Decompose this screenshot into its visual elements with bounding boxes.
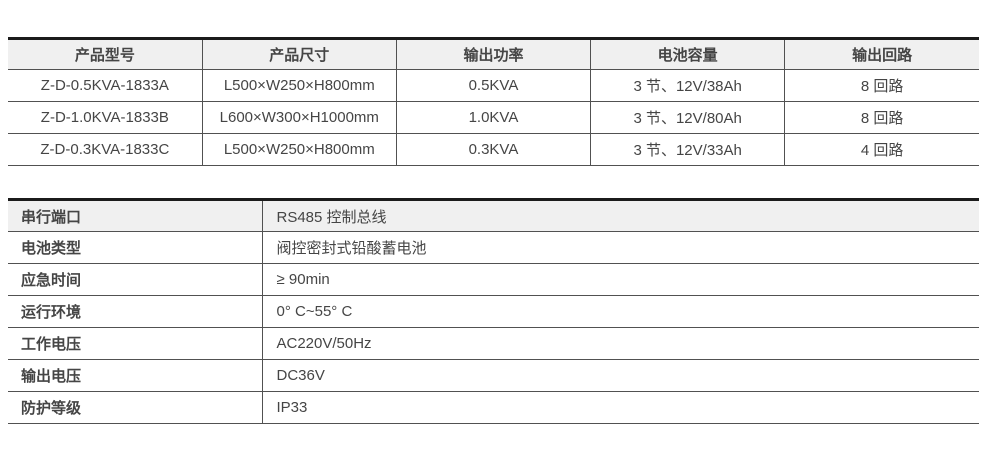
spec-row: 输出电压 DC36V — [8, 359, 979, 392]
spec-label-protection-rating: 防护等级 — [8, 391, 263, 424]
products-table: 产品型号 产品尺寸 输出功率 电池容量 输出回路 Z-D-0.5KVA-1833… — [8, 37, 979, 166]
cell-product-model: Z-D-0.5KVA-1833A — [8, 69, 203, 102]
cell-output-circuits: 8 回路 — [784, 101, 979, 134]
spec-label-operating-env: 运行环境 — [8, 295, 263, 328]
spec-label-battery-type: 电池类型 — [8, 231, 263, 264]
cell-product-size: L500×W250×H800mm — [202, 69, 397, 102]
products-header-row: 产品型号 产品尺寸 输出功率 电池容量 输出回路 — [8, 38, 979, 70]
spec-value-emergency-time: ≥ 90min — [262, 263, 979, 296]
cell-output-circuits: 8 回路 — [784, 69, 979, 102]
table-row: Z-D-0.5KVA-1833A L500×W250×H800mm 0.5KVA… — [8, 69, 979, 102]
cell-output-power: 0.5KVA — [396, 69, 592, 102]
spec-value-output-voltage: DC36V — [262, 359, 979, 392]
spec-row: 应急时间 ≥ 90min — [8, 263, 979, 296]
spec-label-emergency-time: 应急时间 — [8, 263, 263, 296]
cell-battery-capacity: 3 节、12V/38Ah — [590, 69, 786, 102]
cell-output-circuits: 4 回路 — [784, 133, 979, 166]
spec-value-working-voltage: AC220V/50Hz — [262, 327, 979, 360]
cell-product-size: L600×W300×H1000mm — [202, 101, 397, 134]
table-row: Z-D-0.3KVA-1833C L500×W250×H800mm 0.3KVA… — [8, 133, 979, 166]
spec-label-output-voltage: 输出电压 — [8, 359, 263, 392]
cell-product-model: Z-D-1.0KVA-1833B — [8, 101, 203, 134]
spec-row: 串行端口 RS485 控制总线 — [8, 199, 979, 232]
cell-output-power: 1.0KVA — [396, 101, 592, 134]
spec-value-operating-env: 0° C~55° C — [262, 295, 979, 328]
spec-row: 工作电压 AC220V/50Hz — [8, 327, 979, 360]
spec-value-protection-rating: IP33 — [262, 391, 979, 424]
spec-row: 电池类型 阀控密封式铅酸蓄电池 — [8, 231, 979, 264]
column-header-battery-capacity: 电池容量 — [590, 38, 786, 70]
specs-table: 串行端口 RS485 控制总线 电池类型 阀控密封式铅酸蓄电池 应急时间 ≥ 9… — [8, 198, 979, 424]
cell-product-model: Z-D-0.3KVA-1833C — [8, 133, 203, 166]
spec-label-serial-port: 串行端口 — [8, 199, 263, 232]
column-header-product-size: 产品尺寸 — [202, 38, 397, 70]
column-header-product-model: 产品型号 — [8, 38, 203, 70]
table-row: Z-D-1.0KVA-1833B L600×W300×H1000mm 1.0KV… — [8, 101, 979, 134]
column-header-output-circuits: 输出回路 — [784, 38, 979, 70]
cell-product-size: L500×W250×H800mm — [202, 133, 397, 166]
spec-row: 防护等级 IP33 — [8, 391, 979, 424]
column-header-output-power: 输出功率 — [396, 38, 592, 70]
spec-value-battery-type: 阀控密封式铅酸蓄电池 — [262, 231, 979, 264]
cell-battery-capacity: 3 节、12V/80Ah — [590, 101, 786, 134]
spec-row: 运行环境 0° C~55° C — [8, 295, 979, 328]
cell-battery-capacity: 3 节、12V/33Ah — [590, 133, 786, 166]
spec-label-working-voltage: 工作电压 — [8, 327, 263, 360]
cell-output-power: 0.3KVA — [396, 133, 592, 166]
spec-value-serial-port: RS485 控制总线 — [262, 199, 979, 232]
